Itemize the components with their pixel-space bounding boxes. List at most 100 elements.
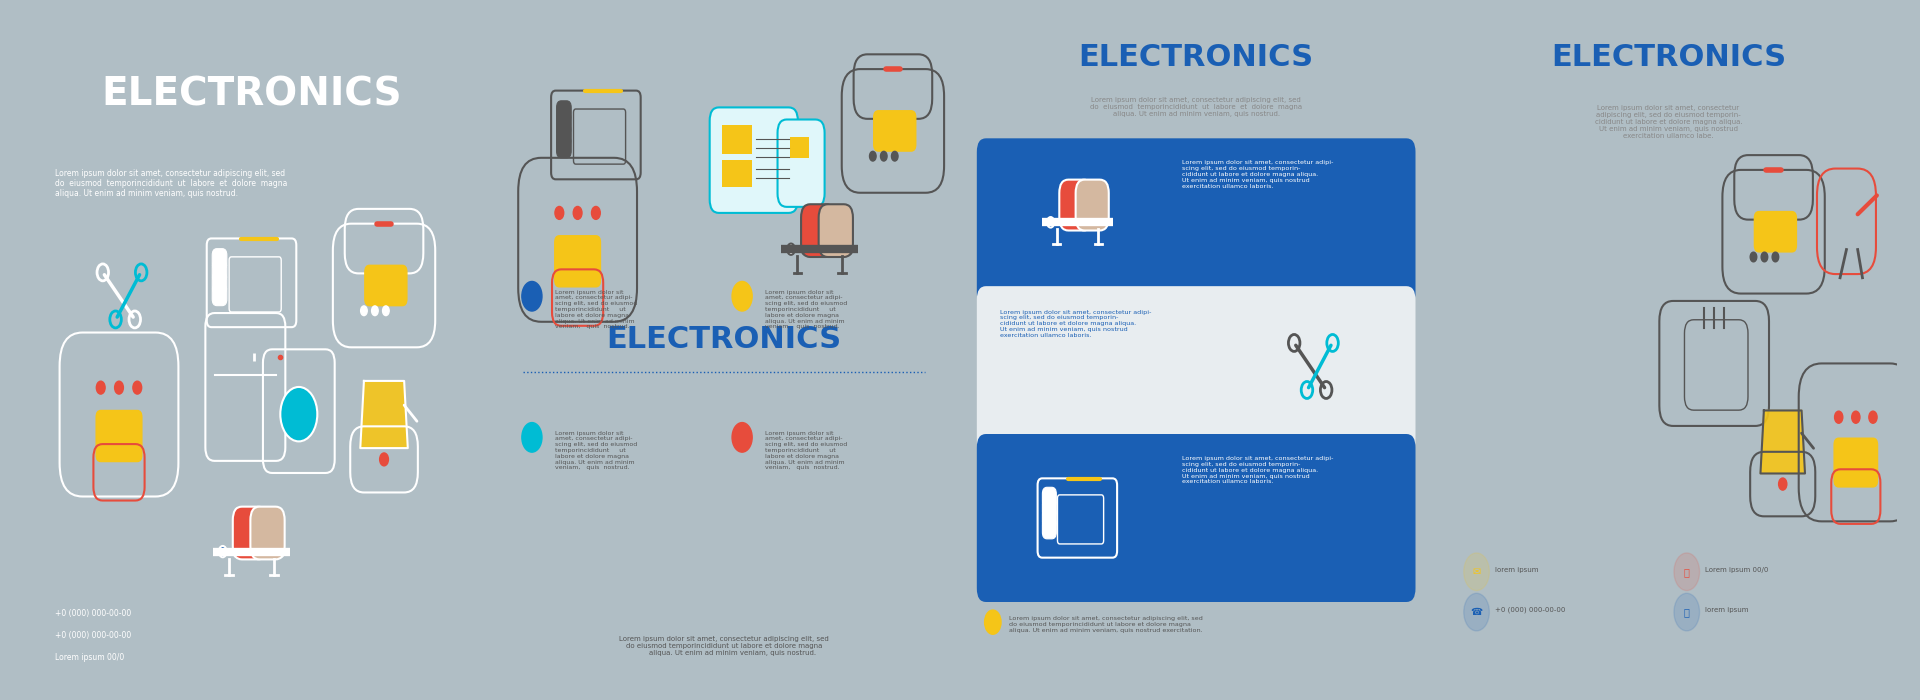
Text: Lorem ipsum dolor sit amet, consectetur adipiscing elit, sed
do  eiusmod  tempor: Lorem ipsum dolor sit amet, consectetur … <box>56 169 288 198</box>
FancyBboxPatch shape <box>232 507 267 559</box>
Text: 📍: 📍 <box>1684 567 1690 577</box>
FancyBboxPatch shape <box>1755 211 1797 252</box>
FancyBboxPatch shape <box>722 160 753 188</box>
FancyBboxPatch shape <box>1075 180 1108 230</box>
FancyBboxPatch shape <box>977 434 1415 602</box>
Text: ELECTRONICS: ELECTRONICS <box>1551 43 1786 72</box>
Text: Lorem ipsum dolor sit
amet, consectetur adipi-
scing elit, sed do eiusmod
tempor: Lorem ipsum dolor sit amet, consectetur … <box>764 430 847 470</box>
Circle shape <box>248 546 255 557</box>
Text: ELECTRONICS: ELECTRONICS <box>607 326 841 354</box>
Circle shape <box>1073 217 1081 228</box>
FancyBboxPatch shape <box>213 248 227 270</box>
FancyBboxPatch shape <box>250 507 284 559</box>
FancyBboxPatch shape <box>557 101 572 122</box>
FancyBboxPatch shape <box>557 125 572 146</box>
FancyBboxPatch shape <box>818 204 852 257</box>
Text: +0 (000) 000-00-00: +0 (000) 000-00-00 <box>56 609 131 617</box>
Circle shape <box>280 387 317 442</box>
Circle shape <box>1060 217 1068 228</box>
Polygon shape <box>1761 410 1805 473</box>
FancyBboxPatch shape <box>96 410 142 461</box>
Circle shape <box>555 206 564 219</box>
Circle shape <box>816 244 824 255</box>
Circle shape <box>870 151 876 161</box>
Circle shape <box>276 546 284 557</box>
FancyBboxPatch shape <box>778 120 824 207</box>
FancyBboxPatch shape <box>722 125 753 154</box>
Circle shape <box>1046 217 1054 228</box>
Text: Lorem ipsum dolor sit
amet, consectetur adipi-
scing elit, sed do eiusmod
tempor: Lorem ipsum dolor sit amet, consectetur … <box>764 290 847 329</box>
Circle shape <box>261 546 269 557</box>
Text: ELECTRONICS: ELECTRONICS <box>1079 43 1313 72</box>
Circle shape <box>1868 411 1878 424</box>
Circle shape <box>1087 217 1094 228</box>
Circle shape <box>522 281 541 311</box>
Text: ✉: ✉ <box>1473 567 1480 577</box>
Circle shape <box>574 206 582 219</box>
Circle shape <box>845 244 852 255</box>
Circle shape <box>1100 217 1108 228</box>
FancyBboxPatch shape <box>365 265 407 306</box>
Circle shape <box>787 244 795 255</box>
Circle shape <box>522 423 541 452</box>
Text: Lorem ipsum dolor sit
amet, consectetur adipi-
scing elit, sed do eiusmod
tempor: Lorem ipsum dolor sit amet, consectetur … <box>555 430 637 470</box>
Text: Lorem ipsum dolor sit amet, consectetur adipiscing elit, sed
do eiusmod temporin: Lorem ipsum dolor sit amet, consectetur … <box>1008 616 1202 633</box>
FancyBboxPatch shape <box>557 113 572 134</box>
Text: Lorem ipsum dolor sit amet, consectetur adipiscing elit, sed
do  eiusmod  tempor: Lorem ipsum dolor sit amet, consectetur … <box>1091 97 1302 117</box>
FancyBboxPatch shape <box>1043 518 1056 539</box>
Text: lorem ipsum: lorem ipsum <box>1496 567 1538 573</box>
Text: +0 (000) 000-00-00: +0 (000) 000-00-00 <box>1496 607 1565 613</box>
FancyBboxPatch shape <box>801 204 835 257</box>
Text: Lorem ipsum dolor sit amet, consectetur adipi-
scing elit, sed do eiusmod tempor: Lorem ipsum dolor sit amet, consectetur … <box>1000 309 1152 338</box>
Text: Lorem ipsum dolor sit amet, consectetur adipiscing elit, sed
do eiusmod temporin: Lorem ipsum dolor sit amet, consectetur … <box>618 636 829 656</box>
FancyBboxPatch shape <box>555 236 601 287</box>
Circle shape <box>591 206 601 219</box>
Circle shape <box>1751 252 1757 262</box>
Circle shape <box>732 423 753 452</box>
Text: ELECTRONICS: ELECTRONICS <box>102 76 401 113</box>
Circle shape <box>1674 553 1699 591</box>
FancyBboxPatch shape <box>1043 508 1056 528</box>
Circle shape <box>1778 478 1788 490</box>
Text: +0 (000) 000-00-00: +0 (000) 000-00-00 <box>56 631 131 640</box>
Circle shape <box>372 306 378 316</box>
Circle shape <box>1463 553 1490 591</box>
Circle shape <box>1463 594 1490 631</box>
FancyBboxPatch shape <box>874 111 916 151</box>
Circle shape <box>1772 252 1778 262</box>
FancyBboxPatch shape <box>977 286 1415 454</box>
FancyBboxPatch shape <box>213 284 227 306</box>
Polygon shape <box>361 381 407 448</box>
Circle shape <box>132 382 142 394</box>
Circle shape <box>1851 411 1860 424</box>
Circle shape <box>801 244 808 255</box>
Text: Lorem ipsum 00/0: Lorem ipsum 00/0 <box>56 653 125 662</box>
Circle shape <box>1836 411 1843 424</box>
FancyBboxPatch shape <box>557 136 572 158</box>
FancyBboxPatch shape <box>1834 438 1878 487</box>
Text: Lorem ipsum 00/0: Lorem ipsum 00/0 <box>1705 567 1768 573</box>
Circle shape <box>361 306 367 316</box>
Circle shape <box>219 546 227 557</box>
Text: 🌐: 🌐 <box>1684 607 1690 617</box>
Circle shape <box>985 610 1000 634</box>
Circle shape <box>732 281 753 311</box>
Circle shape <box>881 151 887 161</box>
Circle shape <box>1761 252 1768 262</box>
Circle shape <box>1674 594 1699 631</box>
Text: Lorem ipsum dolor sit amet, consectetur
adipiscing elit, sed do eiusmod temporin: Lorem ipsum dolor sit amet, consectetur … <box>1596 104 1741 139</box>
FancyBboxPatch shape <box>977 139 1415 307</box>
FancyBboxPatch shape <box>1043 487 1056 508</box>
FancyBboxPatch shape <box>1060 180 1092 230</box>
Circle shape <box>115 382 123 394</box>
FancyBboxPatch shape <box>789 137 810 158</box>
FancyBboxPatch shape <box>213 260 227 282</box>
Circle shape <box>382 306 390 316</box>
Circle shape <box>380 453 388 466</box>
Circle shape <box>234 546 242 557</box>
FancyBboxPatch shape <box>1043 498 1056 518</box>
Circle shape <box>829 244 837 255</box>
Circle shape <box>96 382 106 394</box>
Text: Lorem ipsum dolor sit
amet, consectetur adipi-
scing elit, sed do eiusmod
tempor: Lorem ipsum dolor sit amet, consectetur … <box>555 290 637 329</box>
Text: ☎: ☎ <box>1471 607 1482 617</box>
